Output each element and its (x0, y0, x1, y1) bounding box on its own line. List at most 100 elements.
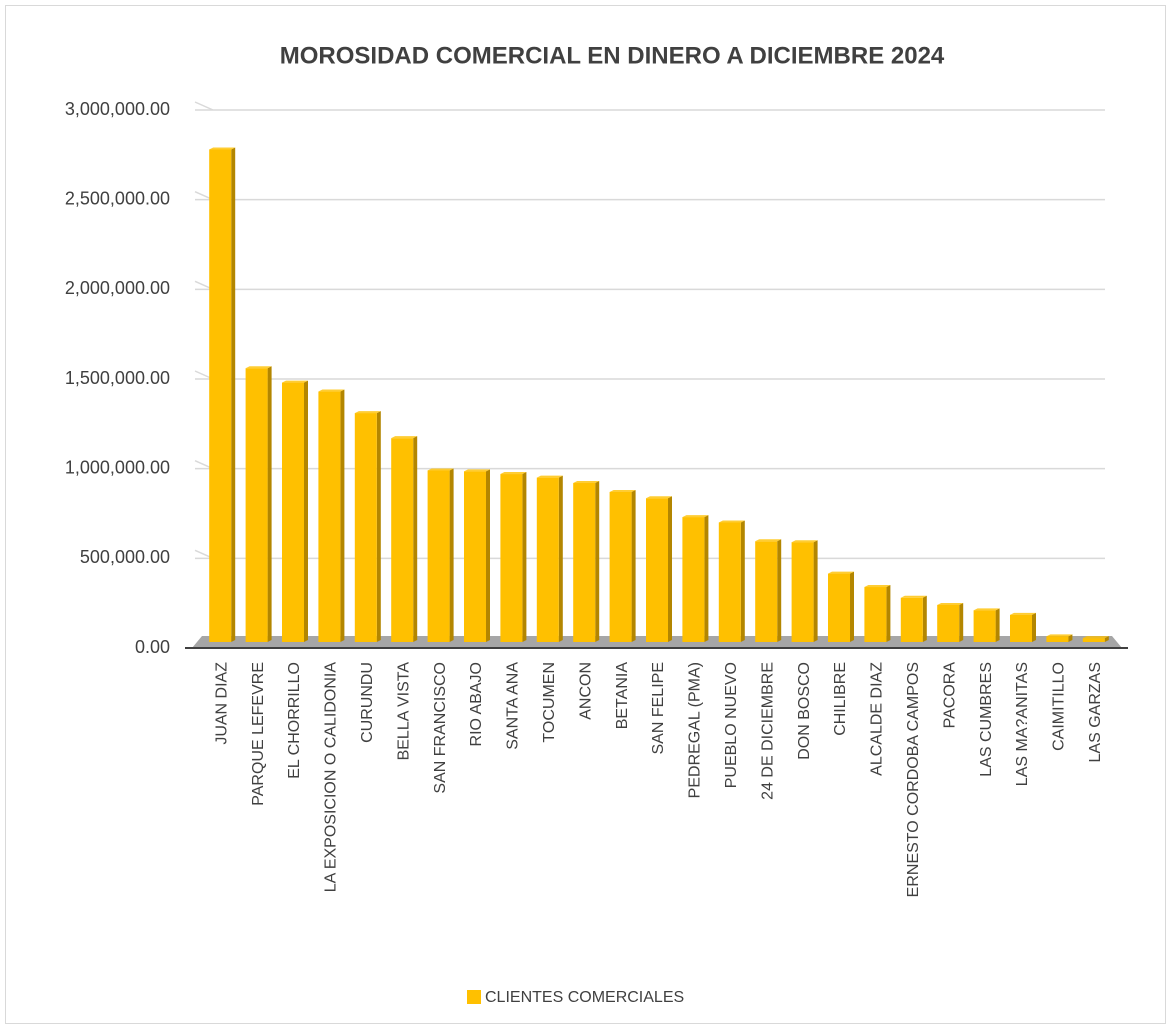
bar-side (304, 380, 308, 642)
bar (391, 436, 418, 642)
bar (318, 389, 345, 642)
y-tick-label: 1,500,000.00 (65, 368, 170, 388)
y-tick-label: 3,000,000.00 (65, 99, 170, 119)
bar-side (704, 515, 709, 642)
x-tick-label: LAS MA?ANITAS (1014, 662, 1031, 786)
y-tick-label: 1,000,000.00 (65, 457, 170, 477)
bar (900, 595, 927, 642)
bar (973, 608, 1000, 642)
bar (718, 520, 745, 642)
bar-top (427, 468, 454, 471)
bar-top (282, 380, 308, 383)
bar (755, 539, 782, 642)
x-tick-label: BELLA VISTA (395, 662, 412, 761)
bar-side (595, 481, 600, 642)
bar (1010, 612, 1036, 642)
bar-top (464, 469, 490, 472)
bar (828, 571, 854, 642)
bar-top (755, 539, 782, 542)
bar-side (1068, 634, 1073, 642)
bar-front (973, 610, 996, 642)
bar (500, 472, 527, 642)
bar-top (318, 389, 345, 392)
bar-front (1046, 636, 1069, 642)
bar (464, 469, 490, 642)
bar-top (864, 585, 891, 588)
bar-front (573, 483, 596, 642)
bar-side (1032, 612, 1036, 642)
bar-front (391, 438, 414, 642)
bar-top (937, 602, 964, 605)
x-tick-label: TOCUMEN (541, 662, 558, 743)
x-tick-label: CAIMITILLO (1051, 662, 1068, 751)
bar-front (500, 474, 523, 642)
bar-top (1046, 634, 1073, 637)
bar-side (922, 595, 927, 642)
x-tick-label: PEDREGAL (PMA) (687, 662, 704, 798)
bar-front (1082, 638, 1105, 642)
x-tick-label: DON BOSCO (796, 662, 813, 760)
bar-top (973, 608, 1000, 611)
bar (682, 515, 709, 642)
bar-side (959, 602, 964, 642)
bar-side (813, 540, 818, 642)
bar-front (791, 542, 814, 642)
bar (937, 602, 964, 642)
bar-front (354, 413, 377, 642)
x-tick-label: LAS CUMBRES (978, 662, 995, 777)
bar-front (282, 382, 304, 642)
bar (427, 468, 454, 642)
bar-side (886, 585, 891, 642)
y-tick-label: 0.00 (135, 637, 170, 657)
bar-top (1010, 612, 1036, 615)
bar-front (718, 522, 741, 642)
x-tick-label: SAN FELIPE (650, 662, 667, 754)
bar-side (267, 366, 272, 642)
bar-front (646, 498, 668, 642)
bar-side (340, 389, 345, 642)
bar (536, 475, 563, 642)
x-tick-label: LA EXPOSICION O CALIDONIA (323, 662, 340, 893)
bar-front (828, 573, 850, 642)
bar (791, 540, 818, 642)
grid-line-depth (194, 101, 214, 111)
bar-front (209, 149, 232, 642)
bar-top (536, 475, 563, 478)
bar-front (245, 368, 268, 642)
bar-top (391, 436, 418, 439)
bar-side (449, 468, 454, 642)
x-tick-label: ERNESTO CORDOBA CAMPOS (905, 662, 922, 897)
bar-front (536, 477, 559, 642)
bar (354, 411, 381, 642)
x-tick-label: CHILIBRE (832, 662, 849, 736)
bar-front (900, 597, 923, 642)
x-tick-label: SAN FRANCISCO (432, 662, 449, 794)
bar (1046, 634, 1073, 642)
legend-label: CLIENTES COMERCIALES (485, 989, 684, 1006)
x-tick-label: PARQUE LEFEVRE (250, 662, 267, 806)
x-tick-label: ALCALDE DIAZ (869, 662, 886, 776)
y-tick-label: 2,000,000.00 (65, 278, 170, 298)
bar-front (318, 391, 341, 642)
bar-top (828, 571, 854, 574)
bar-top (791, 540, 818, 543)
x-tick-label: PUEBLO NUEVO (723, 662, 740, 788)
y-tick-label: 2,500,000.00 (65, 188, 170, 208)
bar-side (777, 539, 782, 642)
bar-side (413, 436, 418, 642)
bar-top (900, 595, 927, 598)
bar-front (682, 517, 705, 642)
x-tick-label: PACORA (941, 662, 958, 729)
bar-side (668, 496, 672, 642)
x-tick-label: SANTA ANA (505, 662, 522, 750)
bar (1082, 636, 1109, 642)
bar (245, 366, 272, 642)
bar-front (864, 587, 887, 642)
bar-front (937, 604, 960, 642)
x-tick-label: RIO ABAJO (468, 662, 485, 746)
bar (209, 147, 236, 642)
bar-side (231, 147, 236, 642)
bar (864, 585, 891, 642)
bar-top (209, 147, 236, 150)
x-tick-label: 24 DE DICIEMBRE (759, 662, 776, 800)
